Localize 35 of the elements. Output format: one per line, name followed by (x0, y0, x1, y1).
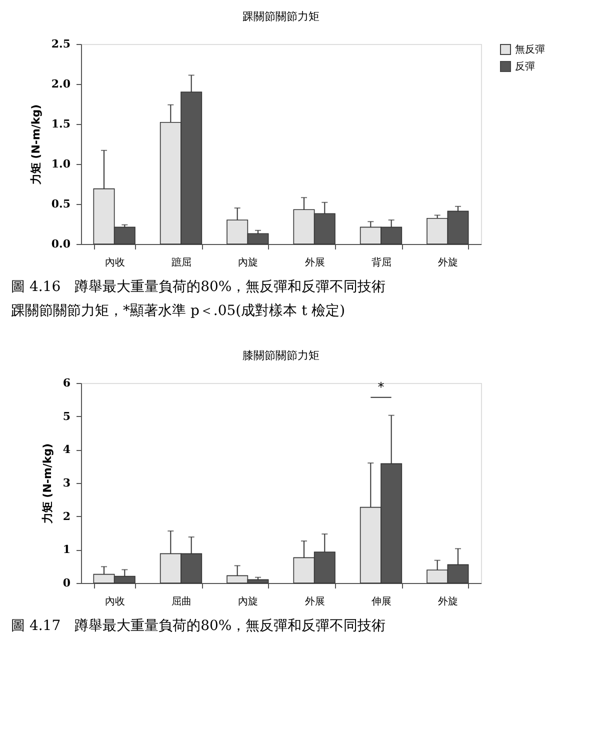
x-tick-label: 背屈 (372, 256, 392, 268)
y-tick-label: 2.0 (51, 78, 71, 90)
y-tick-label: 2.5 (51, 38, 70, 50)
x-tick-label: 外旋 (438, 256, 458, 268)
y-tick-label: 3 (62, 476, 70, 490)
caption: 圖 4.16 蹲舉最大重量負荷的80%，無反彈和反彈不同技術 (11, 279, 386, 295)
y-tick-label: 5 (62, 410, 70, 423)
x-tick-label: 外展 (304, 258, 325, 268)
x-tick-label: 伸展 (372, 596, 392, 608)
x-tick-label: 屈曲 (172, 596, 192, 608)
y-tick-label: 4 (62, 443, 71, 456)
x-tick-label: 內旋 (238, 596, 258, 608)
y-tick-label: 6 (62, 376, 71, 390)
y-axis-title: 力矩 (N-m/kg) (29, 104, 42, 186)
x-tick-label: 蹠屈 (172, 256, 192, 268)
y-tick-label: 1 (62, 543, 70, 556)
chart-title: 膝關節關節力矩 (242, 349, 320, 362)
y-tick-label: 0.0 (51, 238, 71, 250)
annotation: * (378, 380, 385, 396)
x-tick-label: 內收 (104, 256, 125, 268)
x-tick-label: 內收 (104, 596, 125, 608)
y-tick-label: 0.5 (51, 198, 70, 210)
y-axis-title: 力矩 (N-m/kg) (40, 443, 54, 525)
chart-title: 踝關節關節力矩 (242, 10, 320, 23)
text: 踝關節關節力矩，*顯著水準 p＜.05(成對樣本 t 檢定) (11, 303, 346, 319)
y-tick-label: 1.5 (51, 118, 70, 130)
x-tick-label: 外旋 (438, 596, 458, 608)
y-tick-label: 2 (62, 510, 70, 523)
y-tick-label: 1.0 (51, 158, 71, 170)
legend-label: 無反彈 (515, 44, 545, 56)
y-tick-label: 0 (62, 576, 71, 590)
legend-label: 反彈 (515, 60, 535, 72)
x-tick-label: 外展 (304, 596, 325, 608)
caption: 圖 4.17 蹲舉最大重量負荷的80%，無反彈和反彈不同技術 (11, 618, 386, 634)
x-tick-label: 內旋 (238, 256, 258, 268)
